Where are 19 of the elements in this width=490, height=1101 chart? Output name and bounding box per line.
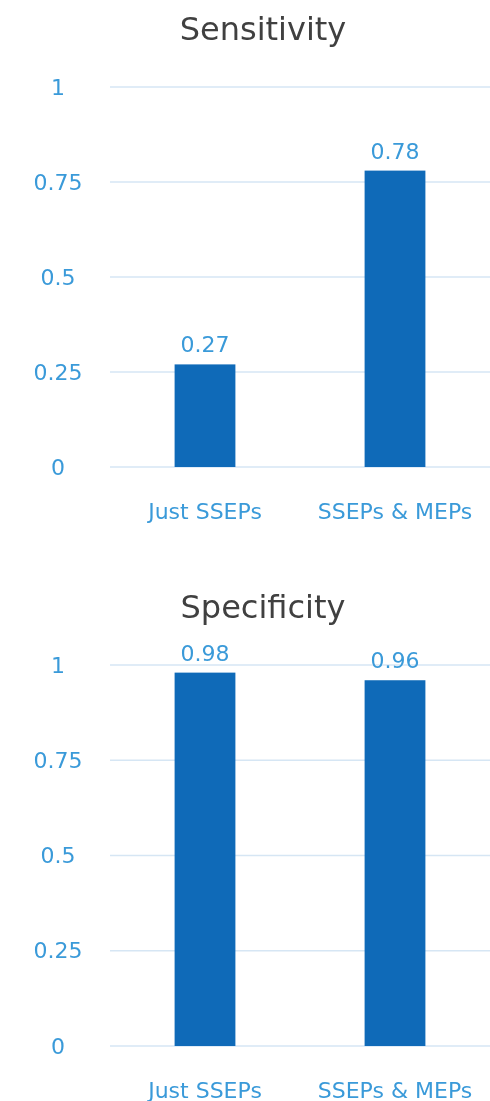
y-tick-label: 1 (51, 74, 65, 100)
y-tick-label: 0.25 (33, 359, 83, 385)
y-tick-label: 0 (51, 454, 65, 480)
data-label: 0.78 (370, 138, 420, 164)
y-tick-label: 0.75 (33, 747, 83, 773)
chart-title: Sensitivity (179, 10, 347, 48)
y-tick-label: 0 (51, 1033, 65, 1059)
y-tick-label: 0.5 (40, 843, 76, 868)
y-tick-label: 0.5 (40, 264, 76, 290)
x-tick-label: SSEPs & MEPs (317, 1078, 473, 1101)
x-tick-label: SSEPs & MEPs (317, 499, 473, 524)
y-tick-label: 0.75 (33, 169, 83, 195)
data-label: 0.27 (180, 332, 230, 358)
y-tick-label: 1 (51, 652, 65, 678)
chart-title: Specificity (180, 588, 346, 626)
y-tick-label: 0.25 (33, 938, 83, 964)
x-tick-label: Just SSEPs (146, 499, 262, 524)
data-label: 0.98 (180, 640, 230, 666)
data-label: 0.96 (370, 648, 420, 674)
